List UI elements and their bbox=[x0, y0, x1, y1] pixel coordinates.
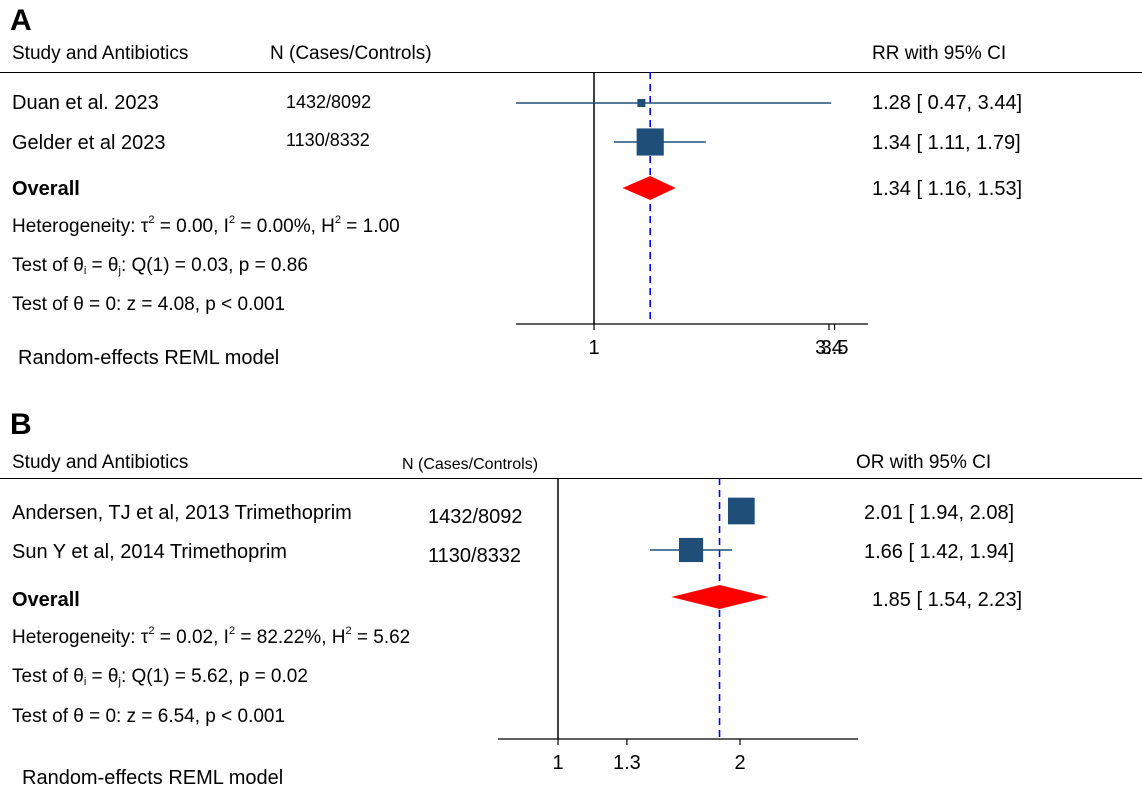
heterogeneity-stats: Heterogeneity: τ2 = 0.02, I2 = 82.22%, H… bbox=[12, 625, 411, 648]
header-divider bbox=[0, 72, 1142, 73]
study-weight-box bbox=[727, 497, 755, 525]
study-name: Sun Y et al, 2014 Trimethoprim bbox=[12, 541, 287, 563]
overall-effect-test: Test of θ = 0: z = 6.54, p < 0.001 bbox=[12, 706, 286, 727]
study-n: 1432/8092 bbox=[428, 506, 523, 528]
study-weight-box bbox=[637, 99, 646, 107]
study-name: Gelder et al 2023 bbox=[12, 132, 166, 154]
column-header-n: N (Cases/Controls) bbox=[270, 43, 432, 64]
overall-effect-test: Test of θ = 0: z = 4.08, p < 0.001 bbox=[12, 294, 286, 315]
overall-label: Overall bbox=[12, 178, 80, 200]
study-name: Duan et al. 2023 bbox=[12, 92, 159, 114]
forest-plot-a: 1 3.43.5 bbox=[516, 72, 868, 359]
study-ci-text: 1.34 [ 1.11, 1.79] bbox=[872, 132, 1021, 154]
column-header-study: Study and Antibiotics bbox=[12, 43, 189, 64]
study-ci-text: 1.28 [ 0.47, 3.44] bbox=[872, 92, 1023, 114]
panel-letter: B bbox=[10, 408, 32, 441]
x-axis-tick-label: 3.5 bbox=[821, 337, 849, 359]
overall-ci-text: 1.34 [ 1.16, 1.53] bbox=[872, 178, 1023, 200]
x-axis-tick-label: 3.4 bbox=[815, 337, 843, 359]
study-ci-text: 1.66 [ 1.42, 1.94] bbox=[864, 541, 1015, 563]
model-label: Random-effects REML model bbox=[22, 767, 284, 789]
overall-diamond bbox=[622, 176, 676, 200]
x-axis-tick-label: 2 bbox=[734, 752, 745, 774]
study-weight-box bbox=[636, 128, 664, 156]
column-header-n: N (Cases/Controls) bbox=[402, 456, 539, 473]
study-ci-text: 2.01 [ 1.94, 2.08] bbox=[864, 502, 1015, 524]
homogeneity-test: Test of θi = θj: Q(1) = 5.62, p = 0.02 bbox=[12, 666, 308, 688]
overall-label: Overall bbox=[12, 589, 80, 611]
forest-plot-b: 1 1.3 2 bbox=[498, 478, 858, 774]
overall-ci-text: 1.85 [ 1.54, 2.23] bbox=[872, 589, 1023, 611]
x-axis-tick-label: 1 bbox=[588, 337, 599, 359]
homogeneity-test: Test of θi = θj: Q(1) = 0.03, p = 0.86 bbox=[12, 255, 308, 277]
x-axis-tick-label: 1 bbox=[552, 752, 563, 774]
forest-plot-panel-b: B Study and Antibiotics N (Cases/Control… bbox=[0, 396, 1142, 793]
heterogeneity-stats: Heterogeneity: τ2 = 0.00, I2 = 0.00%, H2… bbox=[12, 214, 400, 237]
study-n: 1432/8092 bbox=[286, 92, 372, 112]
header-divider bbox=[0, 478, 1142, 479]
study-name: Andersen, TJ et al, 2013 Trimethoprim bbox=[12, 502, 352, 524]
column-header-effect: OR with 95% CI bbox=[856, 452, 992, 473]
study-n: 1130/8332 bbox=[428, 545, 522, 567]
column-header-effect: RR with 95% CI bbox=[872, 43, 1007, 64]
panel-letter: A bbox=[10, 4, 32, 37]
x-axis-tick-label: 1.3 bbox=[613, 752, 641, 774]
model-label: Random-effects REML model bbox=[18, 347, 280, 369]
overall-diamond bbox=[671, 585, 769, 609]
study-weight-box bbox=[679, 537, 704, 563]
column-header-study: Study and Antibiotics bbox=[12, 452, 189, 473]
forest-plot-panel-a: A Study and Antibiotics N (Cases/Control… bbox=[0, 0, 1142, 396]
study-n: 1130/8332 bbox=[286, 130, 370, 150]
